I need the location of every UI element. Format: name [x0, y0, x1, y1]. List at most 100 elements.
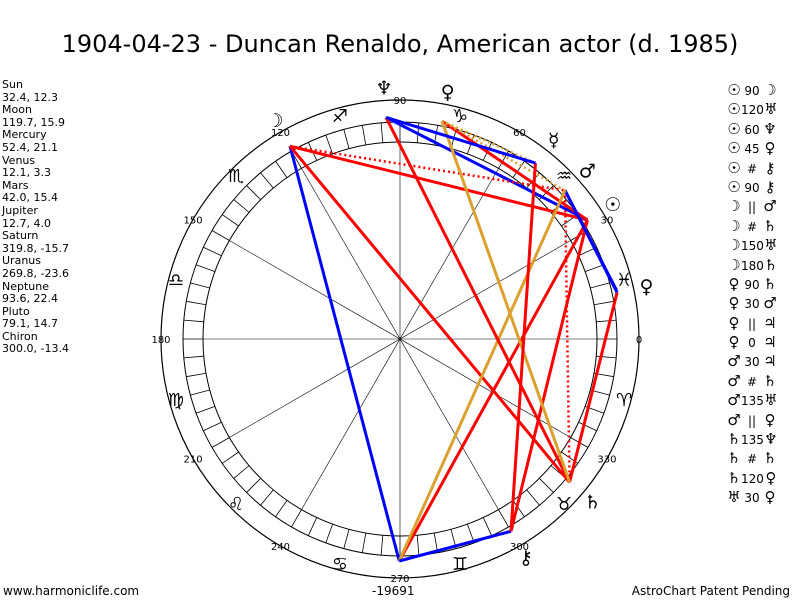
degree-label: 30 — [601, 216, 614, 227]
aspect-planet-b: ⚷ — [764, 177, 776, 196]
aspect-type: # — [746, 161, 758, 176]
degree-tick — [211, 230, 230, 241]
planet-saturn-icon: ♄ — [584, 492, 601, 514]
degree-tick — [526, 489, 540, 506]
planet-sun-icon: ☉ — [604, 194, 621, 216]
aspect-type: 0 — [748, 336, 756, 351]
degree-label: 60 — [513, 128, 526, 139]
zodiac-sign-icon: ♊ — [452, 554, 468, 575]
aspect-planet-a: ☉ — [727, 177, 741, 196]
aspect-planet-a: ♂ — [727, 391, 741, 410]
planet-value-chiron: 300.0, -13.4 — [2, 342, 69, 356]
aspect-planet-a: ♅ — [727, 488, 741, 507]
aspect-planet-a: ♄ — [727, 430, 741, 449]
degree-labels: 0 30 60 90 120 150 180 210 240 270 300 330 — [151, 96, 642, 585]
degree-tick — [343, 129, 350, 149]
aspect-planet-b: ♄ — [763, 371, 777, 390]
aspect-planet-b: ♃ — [763, 333, 777, 352]
aspect-row: ♂ || ♀ — [727, 411, 797, 430]
degree-tick — [203, 421, 222, 432]
aspect-row: ☽ || ♂ — [727, 197, 797, 216]
planet-value-saturn: 319.8, -15.7 — [2, 241, 69, 255]
aspect-row: ♀ || ♃ — [727, 314, 797, 333]
aspect-line — [397, 189, 567, 562]
aspect-planet-b: ⚷ — [764, 158, 776, 177]
planet-mercury-icon: ☿ — [548, 129, 560, 151]
planet-value-uranus: 269.8, -23.6 — [2, 266, 69, 280]
aspect-planet-a: ♂ — [727, 371, 741, 390]
aspect-planet-a: ♀ — [728, 313, 740, 332]
aspect-row: ☽ # ♄ — [727, 217, 797, 236]
aspect-row: ☉120♅ — [727, 100, 797, 119]
aspect-row: ♂ # ♄ — [727, 372, 797, 391]
planet-value-venus: 12.1, 3.3 — [2, 166, 51, 180]
degree-tick — [211, 437, 230, 448]
degree-tick — [380, 535, 384, 556]
patent-notice: AstroChart Patent Pending — [631, 584, 790, 598]
degree-tick — [233, 465, 250, 479]
degree-label: 180 — [151, 335, 170, 346]
degree-tick — [512, 500, 525, 517]
aspect-lines — [288, 116, 619, 563]
aspect-planet-b: ♀ — [764, 488, 776, 507]
degree-tick — [482, 517, 493, 536]
aspect-row: ☽150♅ — [727, 236, 797, 255]
aspect-line — [509, 219, 589, 532]
aspect-planet-a: ☉ — [727, 100, 741, 119]
degree-tick — [361, 125, 367, 146]
aspect-type: 135 — [741, 394, 764, 409]
degree-tick — [584, 264, 605, 272]
aspect-type: 60 — [744, 122, 760, 137]
aspect-line — [563, 190, 571, 483]
degree-tick — [361, 532, 367, 553]
zodiac-sign-icon: ♎ — [168, 270, 184, 291]
aspect-type: 120 — [741, 103, 764, 118]
aspect-line — [441, 119, 566, 192]
aspect-line — [384, 116, 571, 483]
aspect-type: || — [747, 200, 757, 215]
aspect-row: ♀ 0 ♃ — [727, 333, 797, 352]
planet-name-mars: Mars — [2, 178, 29, 192]
planet-value-sun: 32.4, 12.3 — [2, 90, 58, 104]
degree-tick — [593, 300, 614, 306]
degree-label: 240 — [271, 542, 290, 553]
julian-day-label: -19691 — [372, 584, 415, 598]
aspect-planet-b: ♃ — [763, 313, 777, 332]
aspect-type: 150 — [741, 239, 764, 254]
degree-tick — [380, 122, 384, 143]
aspect-planet-a: ☽ — [727, 216, 741, 235]
degree-tick — [222, 214, 239, 227]
planet-name-chiron: Chiron — [2, 329, 38, 343]
degree-tick — [275, 161, 288, 178]
aspect-row: ☉ # ⚷ — [727, 159, 797, 178]
aspect-type: 90 — [744, 277, 760, 292]
aspect-line — [385, 116, 589, 222]
planet-value-pluto: 79.1, 14.7 — [2, 317, 58, 331]
aspect-line — [441, 119, 589, 222]
degree-tick — [343, 529, 350, 549]
aspect-type: 135 — [741, 433, 764, 448]
degree-tick — [512, 161, 525, 178]
planet-name-uranus: Uranus — [2, 254, 41, 268]
degree-tick — [307, 517, 318, 536]
aspect-type: 120 — [741, 471, 764, 486]
degree-tick — [325, 523, 333, 544]
planet-moon-icon: ☽ — [267, 110, 284, 132]
aspect-planet-a: ☽ — [727, 236, 741, 255]
degree-label: 270 — [390, 574, 409, 585]
zodiac-sign-icon: ♈ — [616, 390, 632, 411]
zodiac-sign-icon: ♍ — [168, 390, 184, 411]
degree-label: 150 — [183, 216, 202, 227]
planet-name-jupiter: Jupiter — [2, 203, 38, 217]
website-link[interactable]: www.harmoniclife.com — [3, 584, 140, 598]
aspect-line — [441, 119, 536, 165]
aspect-type: # — [746, 219, 758, 234]
degree-tick — [539, 478, 554, 493]
aspect-planet-b: ♄ — [764, 255, 778, 274]
degree-label: 90 — [394, 96, 407, 107]
aspect-line — [288, 145, 571, 484]
aspect-planet-a: ☉ — [727, 158, 741, 177]
zodiac-sign-icon: ♐ — [332, 106, 348, 127]
degree-tick — [467, 523, 475, 544]
